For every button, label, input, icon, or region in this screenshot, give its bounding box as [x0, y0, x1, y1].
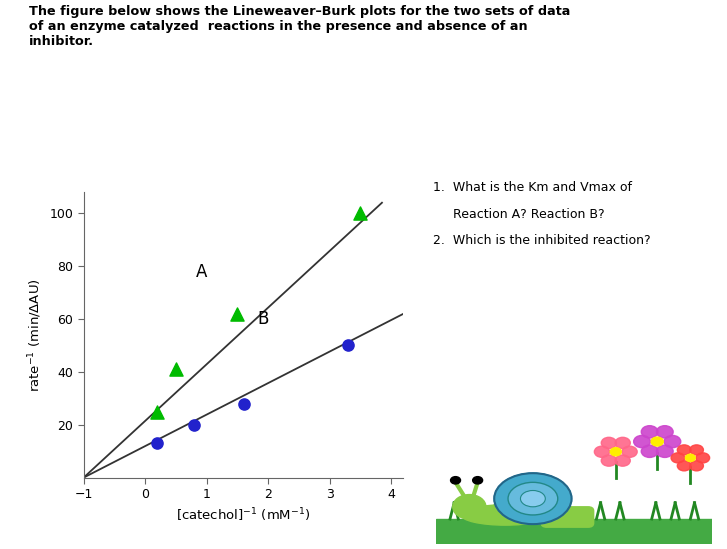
Circle shape [610, 447, 622, 456]
Text: B: B [257, 310, 268, 328]
Circle shape [634, 435, 651, 448]
Text: Reaction A? Reaction B?: Reaction A? Reaction B? [433, 208, 604, 221]
Point [232, 309, 244, 318]
Circle shape [671, 453, 685, 463]
Ellipse shape [521, 490, 545, 507]
Circle shape [678, 461, 691, 471]
Circle shape [651, 437, 663, 446]
Circle shape [696, 453, 710, 463]
Circle shape [678, 445, 691, 455]
Circle shape [622, 446, 637, 457]
FancyBboxPatch shape [541, 507, 594, 527]
Circle shape [451, 477, 460, 484]
Circle shape [656, 445, 673, 457]
Ellipse shape [461, 505, 550, 525]
Ellipse shape [494, 473, 571, 524]
Ellipse shape [508, 483, 558, 515]
Circle shape [615, 455, 630, 466]
Point [342, 341, 354, 350]
Circle shape [641, 445, 658, 457]
Text: A: A [196, 263, 207, 281]
Circle shape [641, 425, 658, 438]
Point [170, 365, 182, 374]
Text: 2.  Which is the inhibited reaction?: 2. Which is the inhibited reaction? [433, 234, 650, 247]
Point [355, 209, 366, 218]
Circle shape [664, 435, 680, 448]
Circle shape [686, 454, 695, 462]
Circle shape [690, 461, 704, 471]
Text: The figure below shows the Lineweaver–Burk plots for the two sets of data
of an : The figure below shows the Lineweaver–Bu… [29, 5, 571, 48]
Circle shape [615, 438, 630, 449]
Circle shape [656, 425, 673, 438]
X-axis label: [catechol]$^{-1}$ (mM$^{-1}$): [catechol]$^{-1}$ (mM$^{-1}$) [176, 507, 311, 524]
Circle shape [601, 438, 616, 449]
Circle shape [690, 445, 704, 455]
Bar [436, 519, 712, 544]
Point [238, 399, 249, 408]
Circle shape [595, 446, 609, 457]
Circle shape [453, 495, 486, 519]
Y-axis label: rate$^{-1}$ (min/ΔAU): rate$^{-1}$ (min/ΔAU) [26, 278, 44, 392]
Point [152, 439, 164, 447]
Circle shape [473, 477, 483, 484]
Point [188, 421, 200, 429]
Text: 1.  What is the Km and Vmax of: 1. What is the Km and Vmax of [433, 181, 632, 194]
Circle shape [601, 455, 616, 466]
Point [152, 407, 164, 416]
